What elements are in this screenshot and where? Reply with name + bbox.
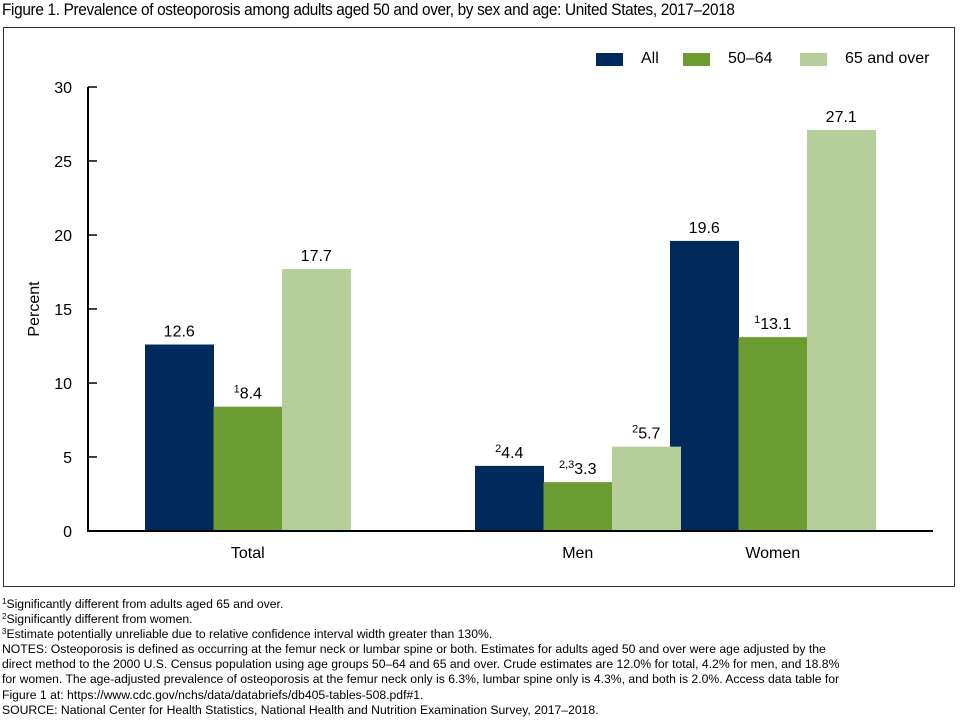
- notes-line: NOTES: Osteoporosis is defined as occurr…: [2, 642, 826, 657]
- data-label: 18.4: [234, 384, 262, 403]
- data-label: 24.4: [495, 443, 523, 462]
- source-line: SOURCE: National Center for Health Stati…: [2, 702, 599, 717]
- data-label-value: 13.1: [760, 316, 791, 333]
- y-tick-label: 25: [54, 154, 72, 171]
- notes-line: direct method to the 2000 U.S. Census po…: [2, 657, 840, 672]
- data-label-value: 4.4: [501, 445, 523, 462]
- y-tick-label: 0: [63, 524, 72, 541]
- x-tick-label: Women: [745, 545, 800, 562]
- legend-swatch: [596, 52, 623, 66]
- bar-65-and-over-women: [807, 129, 876, 532]
- legend-label: 50–64: [728, 50, 773, 67]
- x-tick-label: Total: [231, 545, 265, 562]
- y-tick-label: 10: [54, 376, 72, 393]
- y-tick-label: 30: [54, 80, 72, 97]
- data-label: 25.7: [632, 424, 660, 443]
- figure-title: Figure 1. Prevalence of osteoporosis amo…: [2, 1, 735, 19]
- data-label: 27.1: [826, 109, 857, 126]
- legend-swatch: [683, 52, 710, 66]
- data-label: 12.6: [164, 324, 195, 341]
- legend-item: 50–64: [683, 50, 773, 68]
- data-label-value: 3.3: [574, 461, 596, 478]
- bar-all-total: [145, 344, 214, 531]
- data-label: 17.7: [301, 248, 332, 265]
- data-label-superscript: 1: [234, 384, 240, 396]
- bar-50-64-men: [543, 482, 613, 531]
- footnote-marker: 3: [2, 627, 7, 637]
- footnote: 2Significantly different from women.: [2, 612, 958, 627]
- x-tick-label: Men: [562, 545, 593, 562]
- legend-swatch: [800, 52, 827, 66]
- y-tick-label: 20: [54, 228, 72, 245]
- bar-50-64-total: [213, 406, 283, 531]
- data-label-value: 5.7: [638, 426, 660, 443]
- legend: All 50–64 65 and over: [0, 50, 960, 70]
- data-label: 113.1: [754, 314, 791, 333]
- footnote-marker: 2: [2, 612, 7, 622]
- footnote: 1Significantly different from adults age…: [2, 597, 958, 612]
- data-label-superscript: 2,3: [559, 459, 574, 471]
- legend-item: 65 and over: [800, 50, 930, 68]
- footnote-marker: 1: [2, 597, 7, 606]
- legend-label: 65 and over: [845, 50, 930, 67]
- bar-all-women: [670, 240, 739, 532]
- footnote-text: Significantly different from women.: [6, 612, 193, 627]
- y-tick-label: 15: [54, 302, 72, 319]
- footnote: 3Estimate potentially unreliable due to …: [2, 627, 958, 642]
- chart-frame: [3, 27, 955, 587]
- notes-line: for women. The age-adjusted prevalence o…: [2, 672, 840, 687]
- notes-line: Figure 1 at: https://www.cdc.gov/nchs/da…: [2, 687, 424, 702]
- y-axis-label: Percent: [26, 281, 43, 337]
- y-axis: 0 5 10 15 20 25 30: [54, 80, 97, 541]
- data-label-value: 8.4: [240, 386, 262, 403]
- data-label-superscript: 2: [632, 424, 638, 436]
- notes: 1Significantly different from adults age…: [2, 597, 958, 718]
- footnote-text: Estimate potentially unreliable due to r…: [6, 627, 493, 642]
- bar-all-men: [475, 465, 544, 531]
- bar-50-64-women: [738, 337, 808, 531]
- data-label: 19.6: [689, 220, 720, 237]
- footnote-text: Significantly different from adults aged…: [6, 597, 284, 611]
- data-label-superscript: 2: [495, 443, 501, 455]
- data-label-superscript: 1: [754, 314, 760, 326]
- bar-65-and-over-men: [612, 446, 681, 531]
- legend-label: All: [641, 50, 659, 67]
- bar-65-and-over-total: [282, 269, 351, 531]
- y-tick-label: 5: [63, 450, 72, 467]
- data-label: 2,33.3: [559, 459, 597, 478]
- legend-item: All: [596, 50, 659, 68]
- x-axis: Total Men Women: [87, 530, 933, 562]
